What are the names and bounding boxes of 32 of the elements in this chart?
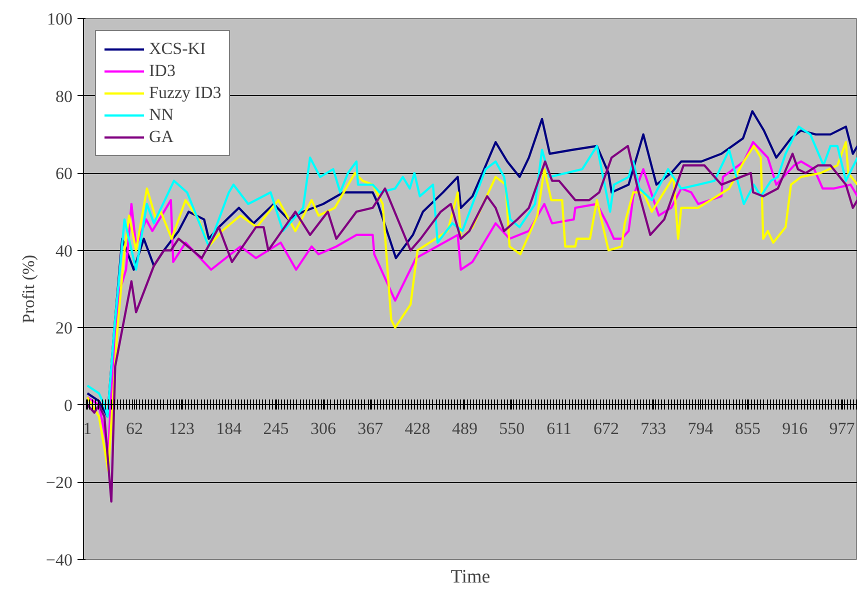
y-tick-label: 80 — [56, 86, 72, 106]
legend-label: NN — [149, 105, 174, 125]
x-tick-label: 62 — [126, 418, 144, 438]
x-tick-label: 123 — [168, 418, 194, 438]
x-tick-label: 794 — [688, 418, 714, 438]
x-tick-label: 489 — [452, 418, 478, 438]
x-tick-label: 611 — [546, 418, 572, 438]
y-tick-label: −20 — [46, 473, 73, 492]
legend-label: ID3 — [149, 61, 176, 81]
legend-label: XCS-KI — [149, 39, 206, 59]
x-tick-label: 550 — [499, 418, 525, 438]
y-tick-label: 0 — [64, 396, 72, 415]
legend-label: Fuzzy ID3 — [149, 83, 222, 103]
x-tick-label: 1 — [83, 418, 92, 438]
x-tick-label: 428 — [404, 418, 430, 438]
x-tick-label: 733 — [640, 418, 666, 438]
x-tick-label: 672 — [593, 418, 619, 438]
x-tick-label: 916 — [782, 418, 808, 438]
x-tick-label: 977 — [829, 418, 856, 438]
y-tick-label: 100 — [47, 10, 72, 28]
x-tick-label: 245 — [263, 418, 289, 438]
x-tick-label: 184 — [216, 418, 242, 438]
x-tick-label: 367 — [358, 418, 384, 438]
y-axis-title: Profit (%) — [18, 254, 38, 324]
y-tick-label: 20 — [56, 318, 72, 338]
y-tick-label: 40 — [56, 241, 72, 260]
y-tick-label: 60 — [56, 164, 72, 184]
x-axis-title: Time — [450, 566, 490, 588]
y-tick-label: −40 — [46, 550, 73, 570]
legend-label: GA — [149, 127, 174, 147]
x-tick-label: 306 — [310, 418, 336, 438]
x-tick-label: 855 — [734, 418, 760, 438]
